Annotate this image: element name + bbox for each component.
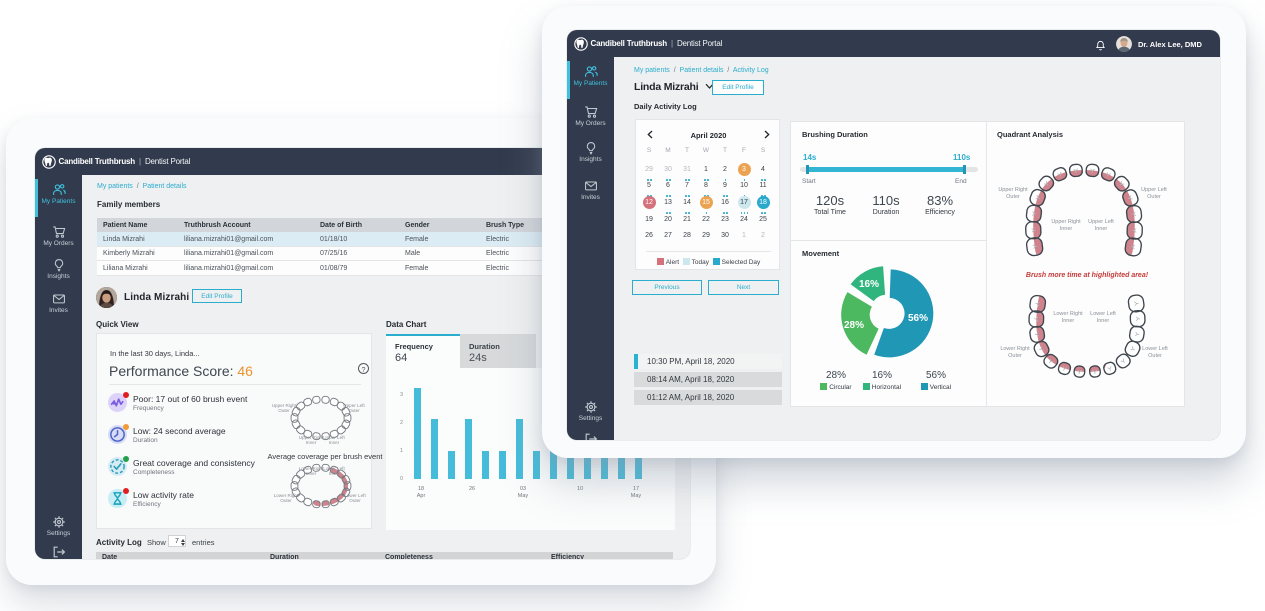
svg-text:16%: 16% <box>859 279 879 290</box>
svg-text:56%: 56% <box>908 313 928 324</box>
svg-text:28%: 28% <box>844 320 864 331</box>
